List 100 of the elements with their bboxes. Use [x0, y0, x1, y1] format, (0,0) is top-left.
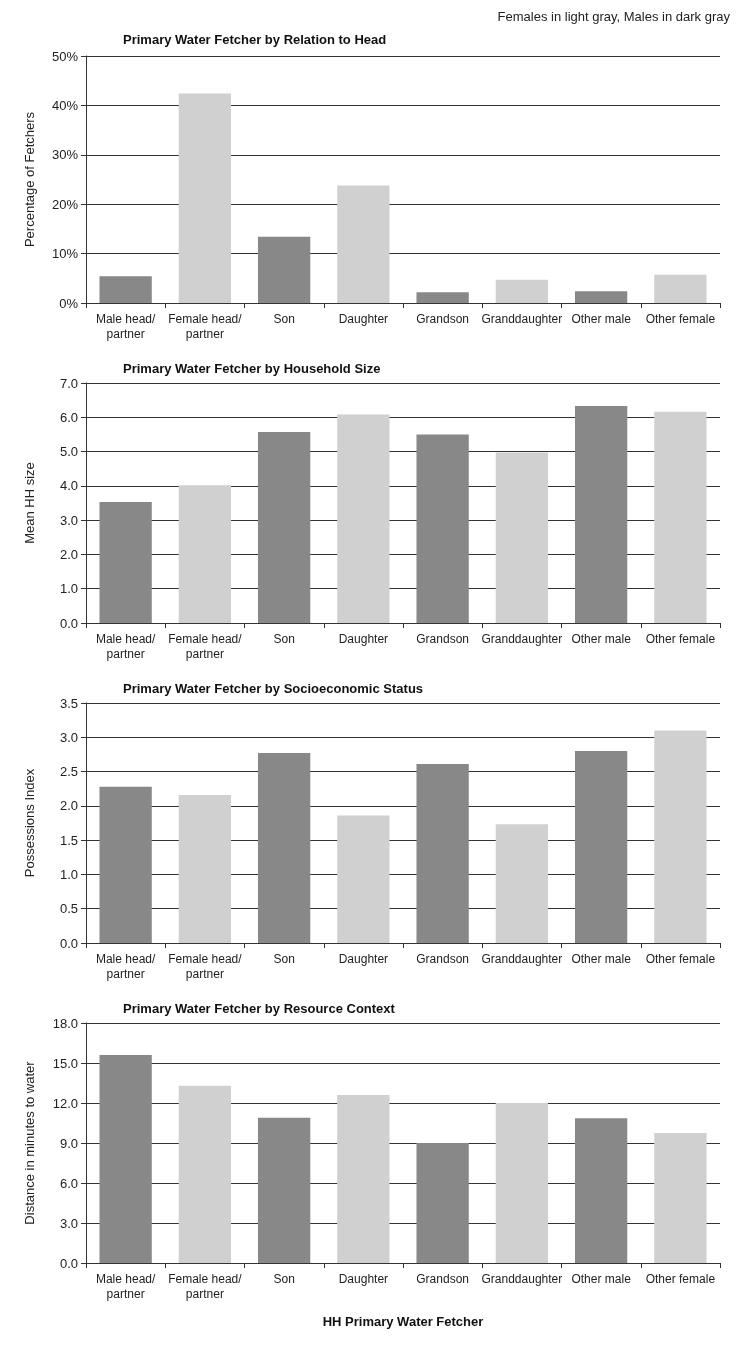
y-axis-title: Distance in minutes to water [22, 1060, 37, 1225]
y-axis-title: Possessions Index [22, 768, 37, 878]
x-tick-label: Granddaughter [481, 951, 563, 966]
y-tick-label: 2.5 [59, 764, 78, 780]
y-tick-label: 15.0 [52, 1055, 78, 1071]
bar [416, 434, 469, 623]
y-tick-label: 3.0 [59, 1215, 78, 1231]
bar [574, 751, 628, 943]
x-tick-label: Female head/partner [168, 631, 243, 661]
bar [574, 405, 628, 623]
y-tick-label: 6.0 [59, 409, 78, 425]
chart-title: Primary Water Fetcher by Resource Context [123, 1001, 396, 1016]
bar [257, 236, 311, 303]
x-tick-label: Daughter [338, 951, 389, 966]
y-tick-label: 20% [51, 196, 79, 212]
y-tick-label: 1.5 [59, 832, 78, 848]
x-tick-label: Male head/partner [95, 631, 156, 661]
chart-title: Primary Water Fetcher by Socioeconomic Status [123, 681, 424, 696]
bar [654, 274, 707, 303]
x-tick-label: Other male [571, 631, 632, 646]
x-tick-label: Other male [571, 1271, 632, 1286]
bar [654, 411, 707, 623]
x-tick-label: Female head/partner [168, 1271, 243, 1301]
bar [178, 93, 232, 303]
bar [257, 753, 311, 943]
y-tick-label: 18.0 [52, 1015, 78, 1031]
bar [257, 1117, 311, 1263]
x-axis-title: HH Primary Water Fetcher [322, 1314, 484, 1329]
bar [654, 1133, 707, 1263]
x-tick-label: Male head/partner [95, 1271, 156, 1301]
x-tick-label: Daughter [338, 1271, 389, 1286]
y-axis-title: Mean HH size [22, 462, 37, 544]
x-tick-label: Male head/partner [95, 311, 156, 341]
chart-title: Primary Water Fetcher by Household Size [123, 361, 381, 376]
bar [99, 786, 152, 943]
y-tick-label: 7.0 [59, 375, 78, 391]
bar [178, 485, 232, 623]
x-tick-label: Grandson [416, 311, 469, 326]
x-tick-label: Grandson [416, 631, 469, 646]
x-tick-label: Female head/partner [168, 311, 243, 341]
bar [99, 501, 152, 623]
x-tick-label: Other female [645, 1271, 716, 1286]
y-tick-label: 40% [51, 97, 79, 113]
bar [99, 276, 152, 303]
y-tick-label: 50% [51, 48, 79, 64]
y-tick-label: 6.0 [59, 1175, 78, 1191]
x-tick-label: Son [273, 311, 295, 326]
y-tick-label: 12.0 [52, 1095, 78, 1111]
y-tick-label: 5.0 [59, 444, 78, 460]
bar [495, 824, 549, 943]
chart-title: Primary Water Fetcher by Relation to Head [123, 32, 387, 47]
x-tick-label: Male head/partner [95, 951, 156, 981]
y-tick-label: 1.0 [59, 866, 78, 882]
x-tick-label: Female head/partner [168, 951, 243, 981]
bar [337, 185, 390, 303]
y-tick-label: 3.0 [59, 729, 78, 745]
x-tick-label: Son [273, 631, 295, 646]
x-tick-label: Son [273, 951, 295, 966]
y-tick-label: 30% [51, 147, 79, 163]
y-axis-title: Percentage of Fetchers [22, 111, 37, 248]
x-tick-label: Granddaughter [481, 1271, 563, 1286]
bar [495, 279, 549, 303]
y-tick-label: 9.0 [59, 1135, 78, 1151]
x-tick-label: Granddaughter [481, 311, 563, 326]
bar [495, 1103, 549, 1263]
x-tick-label: Daughter [338, 631, 389, 646]
x-tick-label: Grandson [416, 951, 469, 966]
bar [178, 794, 232, 943]
x-tick-label: Son [273, 1271, 295, 1286]
x-tick-label: Daughter [338, 311, 389, 326]
x-tick-label: Other female [645, 951, 716, 966]
bar [574, 1118, 628, 1263]
x-tick-label: Grandson [416, 1271, 469, 1286]
bar [337, 414, 390, 623]
y-tick-label: 3.0 [59, 512, 78, 528]
y-tick-label: 0.0 [59, 615, 78, 631]
y-tick-label: 10% [51, 246, 79, 262]
x-tick-label: Other female [645, 311, 716, 326]
x-tick-label: Granddaughter [481, 631, 563, 646]
y-tick-label: 0.5 [59, 901, 78, 917]
y-tick-label: 0% [59, 295, 79, 311]
bar [416, 292, 469, 303]
y-tick-label: 4.0 [59, 478, 78, 494]
bar [574, 291, 628, 303]
y-tick-label: 0.0 [59, 1255, 78, 1271]
y-tick-label: 0.0 [59, 935, 78, 951]
bar [337, 815, 390, 943]
bar [416, 1143, 469, 1263]
y-tick-label: 1.0 [59, 581, 78, 597]
bar [257, 432, 311, 623]
y-tick-label: 2.0 [59, 798, 78, 814]
text: Females in light gray, Males in dark gray [497, 9, 731, 24]
bar [654, 730, 707, 943]
bar [416, 764, 469, 943]
x-tick-label: Other male [571, 311, 632, 326]
bar [337, 1095, 390, 1263]
x-tick-label: Other male [571, 951, 632, 966]
y-tick-label: 2.0 [59, 546, 78, 562]
bar [99, 1055, 152, 1263]
x-tick-label: Other female [645, 631, 716, 646]
